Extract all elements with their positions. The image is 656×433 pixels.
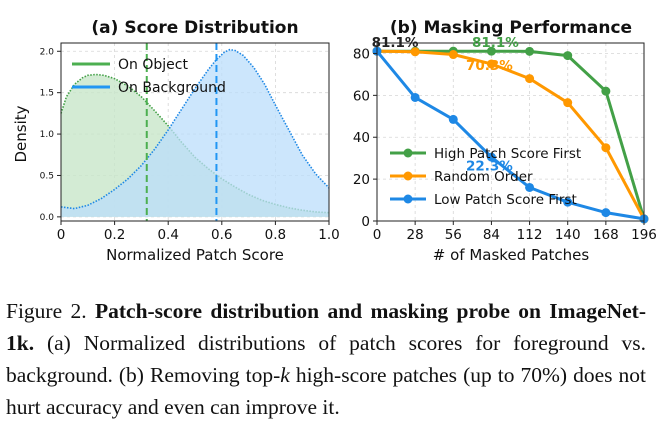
legend-marker-random (403, 171, 413, 181)
x-tick-label: 0.6 (211, 227, 232, 243)
caption-bold-title: Patch-score distribution and masking pro… (6, 299, 646, 355)
x-tick-label: 0 (57, 227, 66, 243)
x-tick-label: 84 (483, 227, 500, 243)
x-tick-label: 0.2 (104, 227, 125, 243)
panel-b: (b) Masking Performance 0 28 56 84 112 140 168… (353, 18, 656, 264)
x-tick-label: 56 (445, 227, 462, 243)
data-point-random-order (601, 143, 611, 153)
y-tick-label: 60 (353, 88, 370, 104)
data-point-high-patch-score-first (563, 51, 573, 61)
panel-b-x-label: # of Masked Patches (433, 246, 590, 264)
legend-marker-high-first (403, 148, 413, 158)
y-tick-label: 20 (353, 172, 370, 188)
panel-a-y-label: Density (12, 105, 30, 162)
legend-marker-low-first (403, 194, 413, 204)
series-low-patch-score-first (372, 46, 649, 224)
series-line-low-patch-score-first (375, 50, 645, 221)
legend-label-random: Random Order (434, 169, 533, 185)
panel-a: (a) Score Distribution 0 0.2 0.4 0.6 0.8 1.0 … (12, 18, 340, 264)
y-tick-label: 1.0 (40, 130, 55, 140)
x-tick-label: 140 (555, 227, 581, 243)
y-tick-label: 40 (353, 130, 370, 146)
panel-b-annotations: 81.1% 81.1% 70.3% 22.3% (372, 35, 520, 174)
panel-a-density-fills (60, 48, 330, 217)
annotation-label: 81.1% (472, 35, 519, 51)
data-point-high-patch-score-first (486, 46, 496, 56)
figure-caption: Figure 2. Patch-score distribution and m… (6, 295, 646, 423)
annotation-label: 81.1% (372, 35, 419, 51)
data-point-low-patch-score-first (563, 197, 573, 207)
x-tick-label: 196 (631, 227, 656, 243)
data-point-low-patch-score-first (525, 182, 535, 192)
panel-a-plot-frame (60, 42, 330, 222)
y-tick-label: 0.0 (40, 213, 55, 223)
x-tick-label: 1.0 (318, 227, 339, 243)
legend-label-high-first: High Patch Score First (434, 146, 581, 162)
data-point-random-order (410, 47, 420, 57)
y-tick-label: 80 (353, 46, 370, 62)
y-tick-label: 0 (361, 214, 370, 230)
legend-label-low-first: Low Patch Score First (434, 192, 577, 208)
x-tick-label: 28 (407, 227, 424, 243)
data-point-high-patch-score-first (601, 86, 611, 96)
legend-label-on-background: On Background (118, 80, 226, 96)
data-point-random-order (563, 98, 573, 108)
annotation-label: 70.3% (466, 58, 513, 74)
density-fill-on-background (61, 49, 329, 217)
y-tick-label: 1.5 (40, 89, 54, 99)
legend-label-on-object: On Object (118, 57, 188, 73)
panel-b-legend: High Patch Score First Random Order Low … (390, 146, 581, 208)
data-point-low-patch-score-first (448, 114, 458, 124)
panel-b-plot-frame (376, 42, 645, 222)
y-tick-label: 0.5 (40, 171, 54, 181)
panel-a-x-ticks: 0 0.2 0.4 0.6 0.8 1.0 (57, 221, 340, 243)
panel-b-series (372, 46, 649, 224)
panel-a-y-ticks: 0.0 0.5 1.0 1.5 2.0 (40, 47, 61, 223)
series-line-random-order (376, 49, 646, 220)
panel-a-x-label: Normalized Patch Score (106, 246, 284, 264)
data-point-high-patch-score-first (525, 46, 535, 56)
panel-b-y-ticks: 0 20 40 60 80 (353, 46, 377, 230)
x-tick-label: 168 (593, 227, 619, 243)
panel-a-title: (a) Score Distribution (91, 18, 298, 38)
annotation-label: 22.3% (466, 158, 513, 174)
panel-a-mean-lines (145, 43, 218, 221)
caption-text-2: high-score patches (up to 70%) does not … (6, 363, 647, 419)
caption-text-1: (a) Normalized distributions of patch sc… (6, 331, 647, 387)
figure: (a) Score Distribution 0 0.2 0.4 0.6 0.8 1.0 … (12, 18, 656, 264)
data-point-random-order (486, 59, 496, 69)
data-point-low-patch-score-first (410, 92, 420, 102)
x-tick-label: 112 (517, 227, 543, 243)
data-point-random-order (448, 50, 458, 60)
y-tick-label: 2.0 (40, 47, 55, 57)
caption-variable: k (280, 363, 290, 387)
data-point-low-patch-score-first (601, 208, 611, 218)
x-tick-label: 0 (373, 227, 382, 243)
panel-b-x-ticks: 0 28 56 84 112 140 168 196 (373, 221, 656, 243)
caption-label: Figure 2. (6, 299, 87, 323)
data-point-random-order (525, 74, 535, 84)
x-tick-label: 0.8 (265, 227, 286, 243)
x-tick-label: 0.4 (157, 227, 178, 243)
data-point-low-patch-score-first (486, 152, 496, 162)
panel-b-title: (b) Masking Performance (390, 18, 632, 38)
panel-a-legend: On Object On Background (72, 57, 226, 96)
